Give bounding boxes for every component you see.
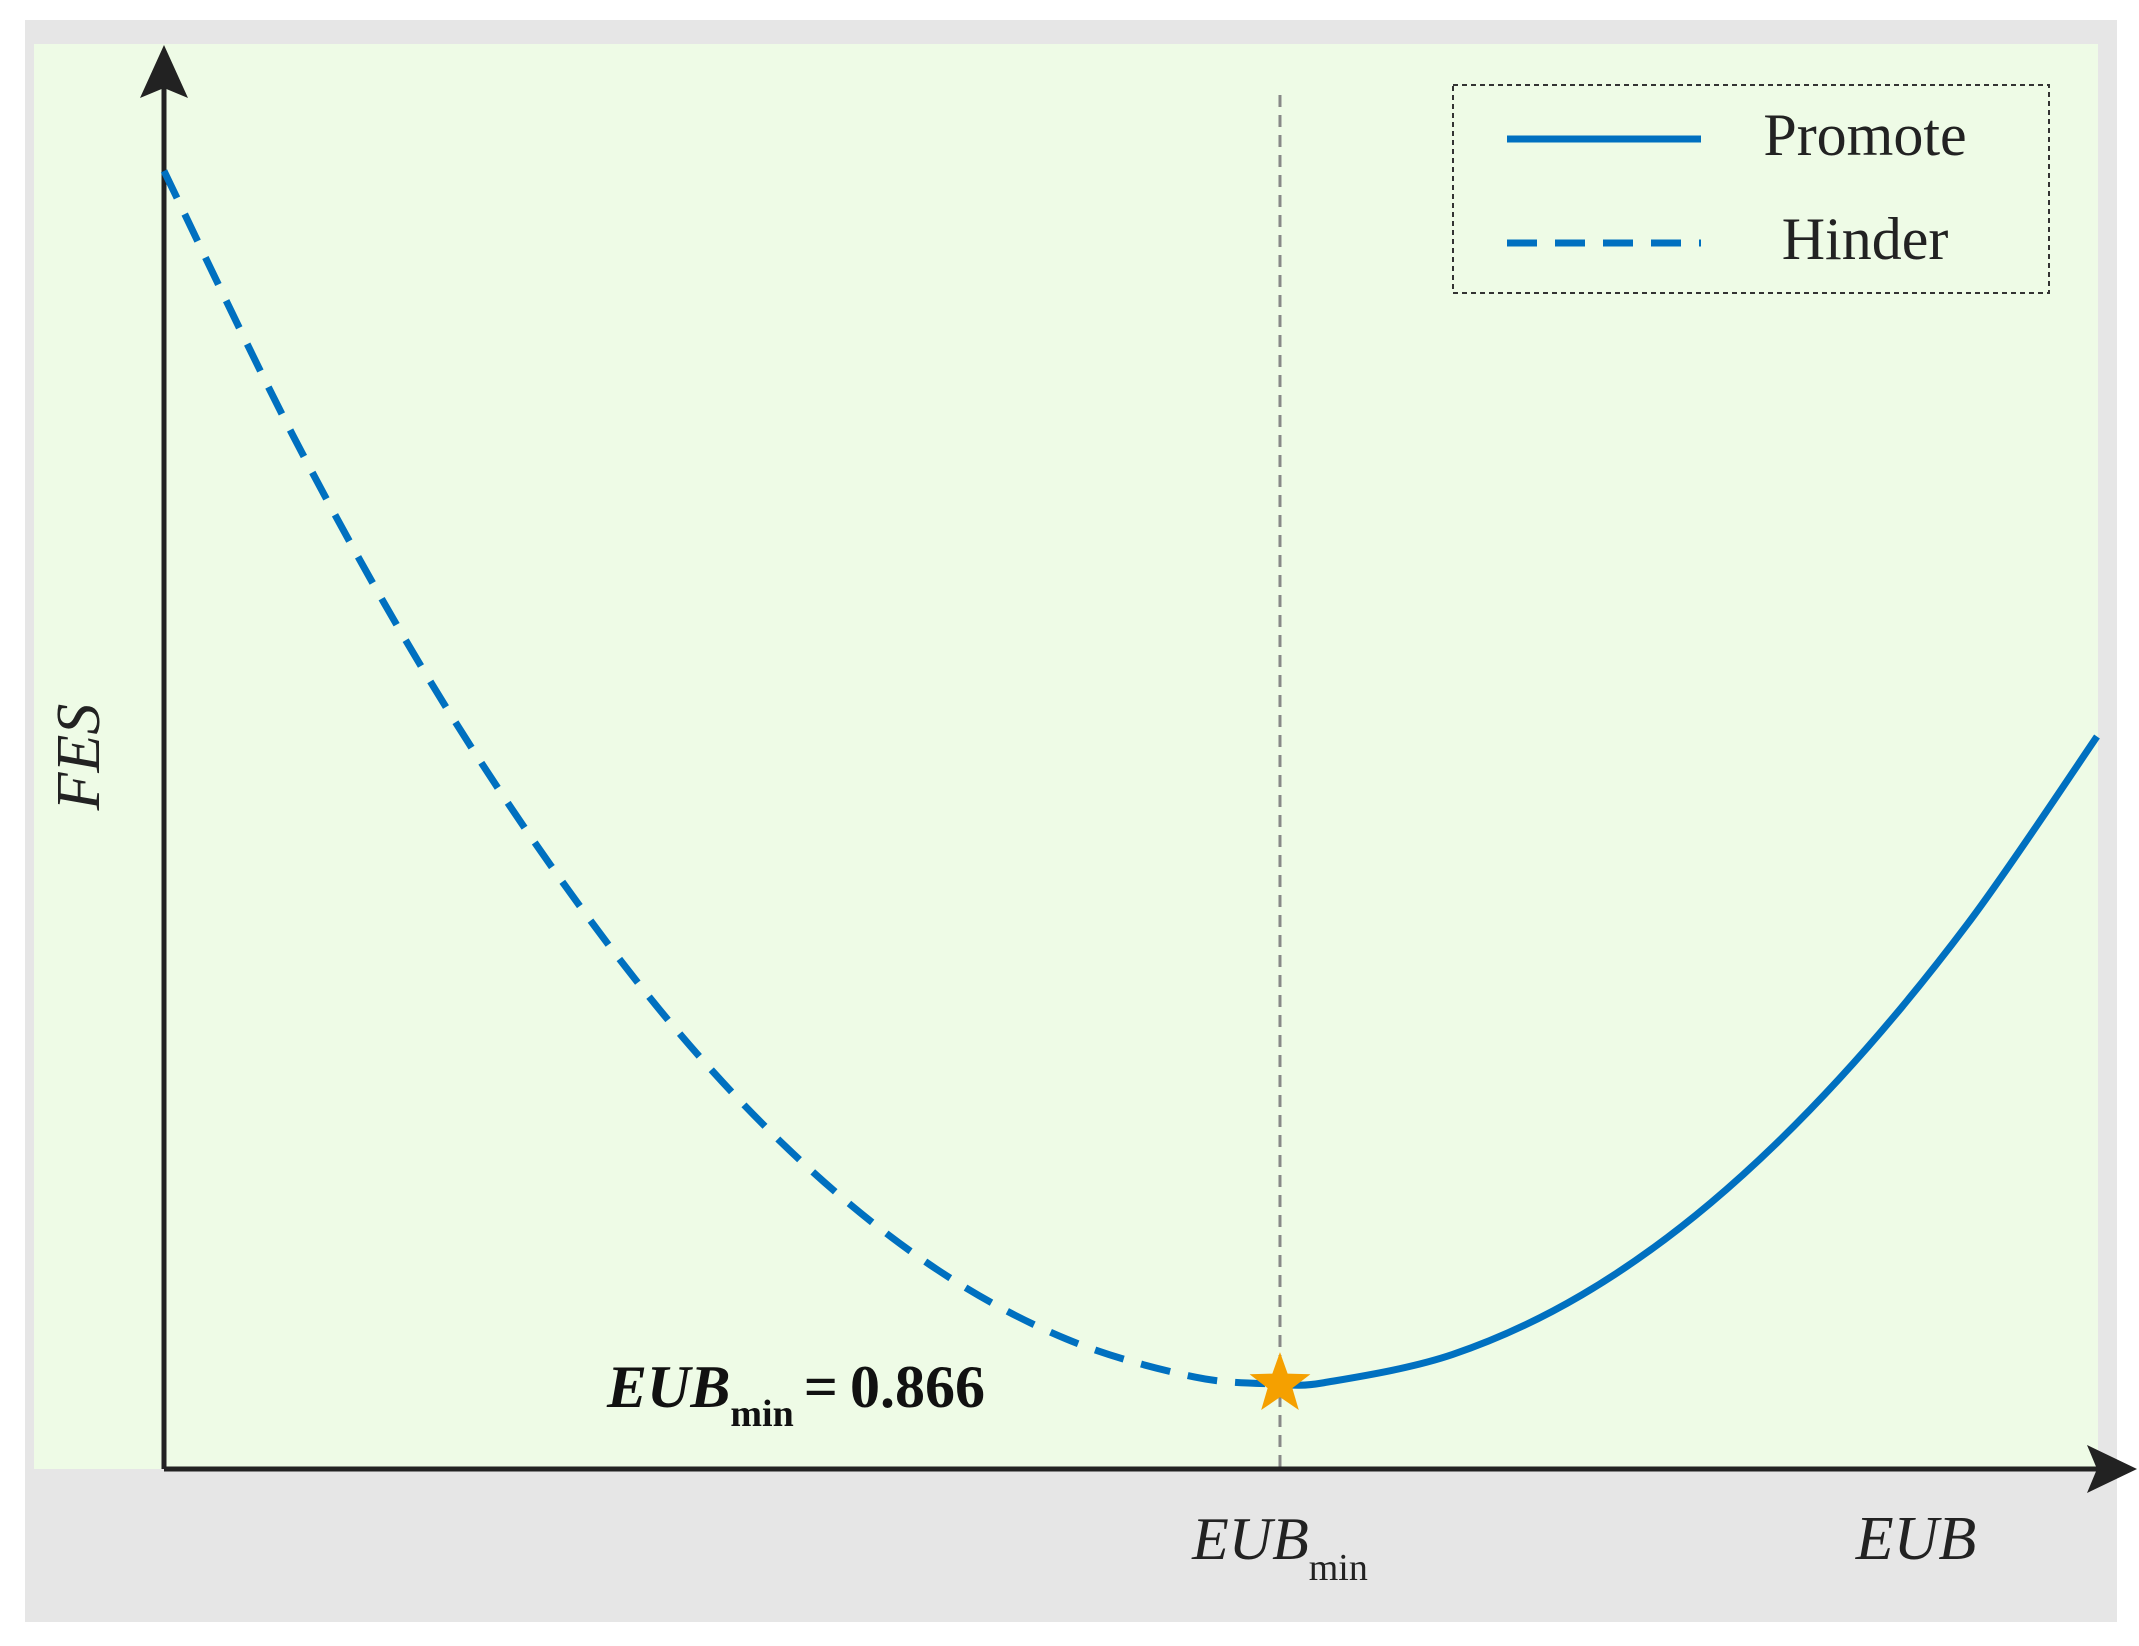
x-tick-label-sub: min — [1309, 1547, 1368, 1589]
legend-label: Promote — [1763, 102, 1966, 168]
x-tick-label: EUBmin — [1191, 1506, 1368, 1589]
minimum-marker — [1249, 1352, 1311, 1411]
x-axis-label: EUB — [1855, 1505, 1977, 1573]
annotation-relation: = — [804, 1354, 838, 1420]
y-axis-arrow — [140, 45, 188, 98]
x-tick-label-main: EUB — [1191, 1506, 1309, 1572]
series-line — [1279, 734, 2100, 1389]
annotation-sub: min — [730, 1393, 793, 1435]
annotation-label: EUB — [606, 1354, 730, 1420]
annotation-value: 0.866 — [850, 1354, 985, 1420]
plot-area — [34, 44, 2098, 1469]
annotation: EUBmin = 0.866 — [606, 1354, 985, 1435]
y-axis-label: FES — [45, 704, 113, 812]
legend-label: Hinder — [1782, 206, 1949, 272]
series-line — [160, 169, 1281, 1388]
legend-box — [1452, 84, 2050, 294]
x-axis-arrow — [2087, 1445, 2137, 1493]
